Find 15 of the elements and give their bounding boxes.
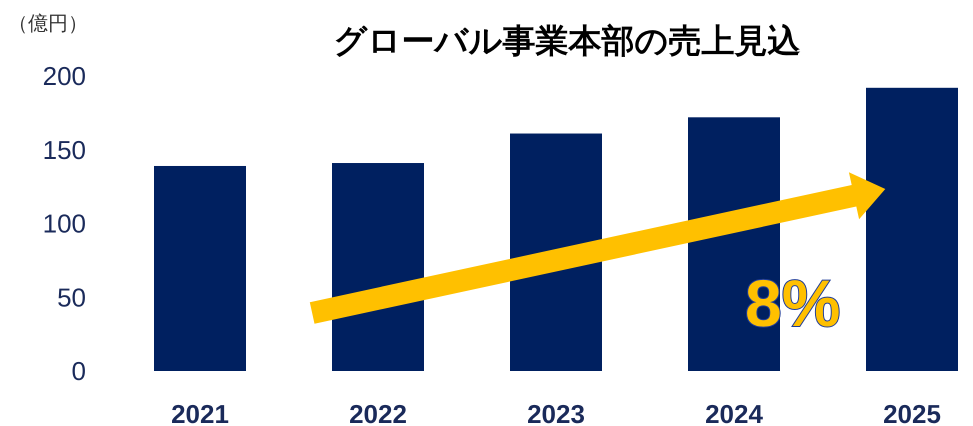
x-tick-label: 2025 (883, 399, 941, 426)
bar (866, 88, 958, 371)
y-tick-label: 150 (42, 134, 86, 165)
y-tick-label: 200 (42, 61, 86, 91)
bar (510, 134, 602, 371)
y-tick-label: 100 (42, 208, 86, 238)
y-axis-title: （億円） (8, 13, 88, 35)
chart-title: グローバル事業本部の売上見込 (334, 22, 800, 59)
y-tick-label: 50 (57, 282, 86, 312)
y-tick-label: 0 (72, 356, 86, 386)
x-tick-label: 2024 (705, 399, 764, 426)
x-tick-label: 2023 (527, 399, 585, 426)
bar (154, 166, 246, 371)
x-tick-label: 2021 (171, 399, 229, 426)
x-tick-label: 2022 (349, 399, 407, 426)
